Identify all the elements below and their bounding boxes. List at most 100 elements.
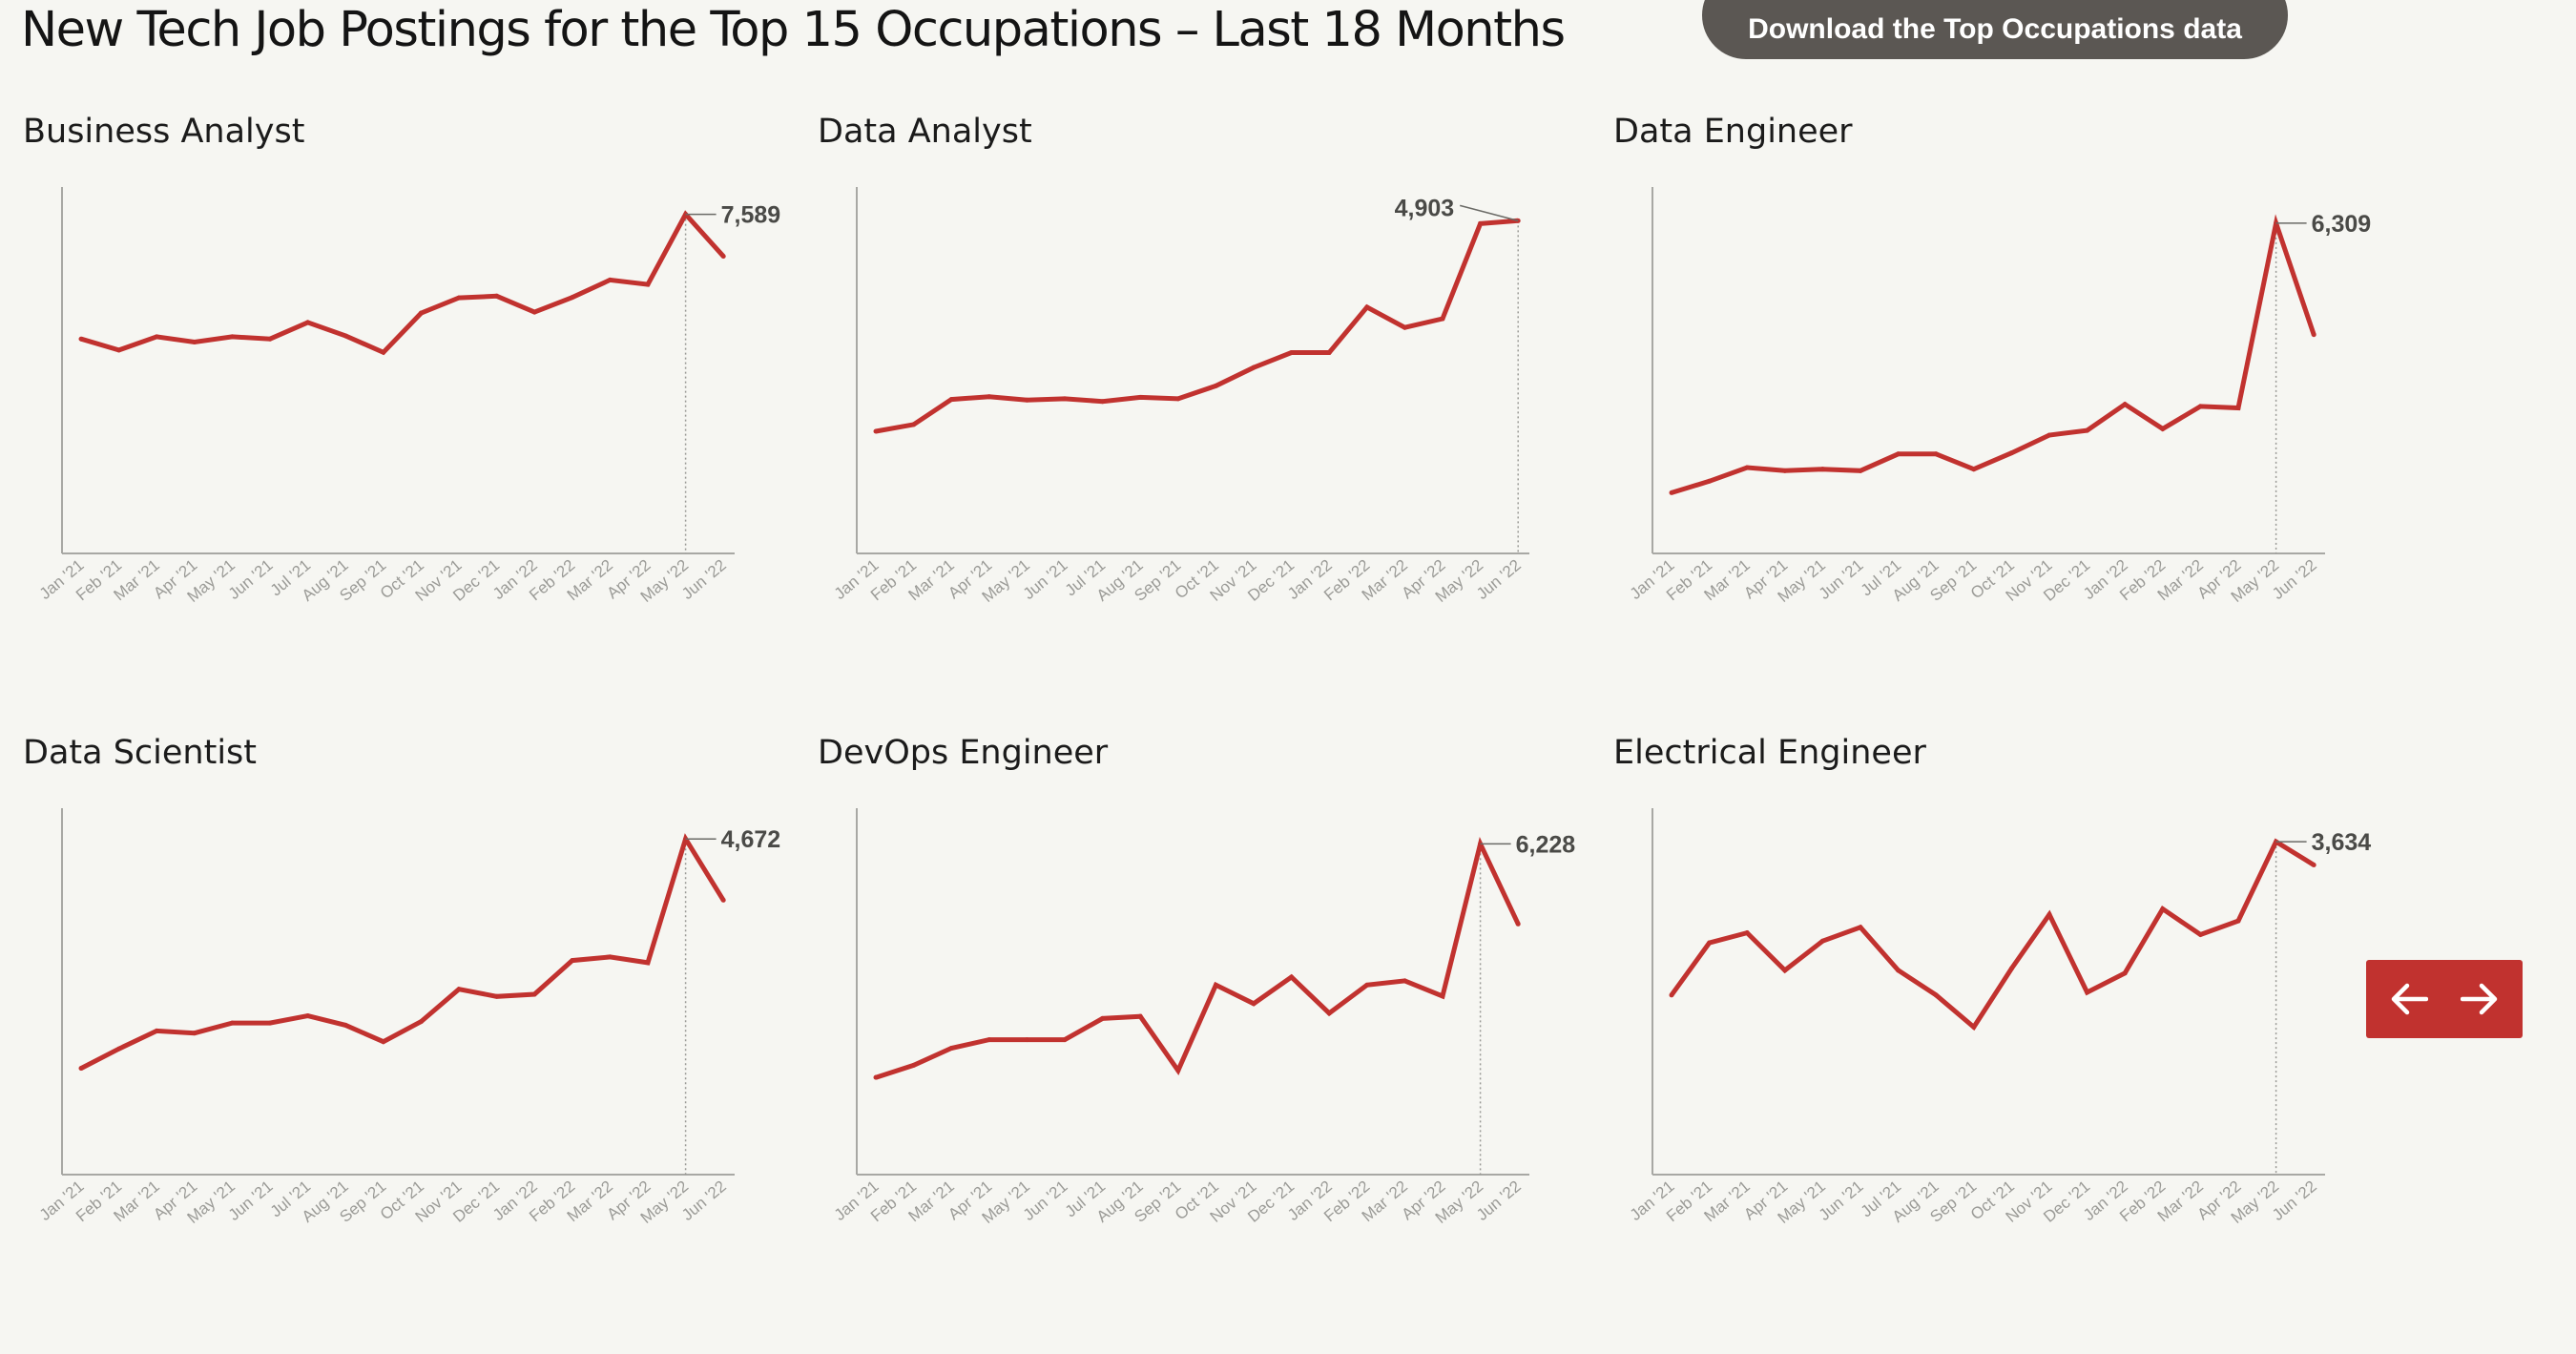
data-point	[78, 336, 84, 342]
data-point	[2008, 966, 2014, 971]
peak-value-label: 6,228	[1516, 831, 1576, 858]
carousel-pager	[2366, 960, 2523, 1038]
data-point	[1137, 1013, 1143, 1019]
data-point	[948, 397, 954, 403]
data-point	[1062, 396, 1068, 402]
data-point	[1896, 968, 1901, 973]
data-point	[720, 254, 726, 260]
data-point	[1858, 468, 1863, 473]
data-point	[78, 1066, 84, 1072]
data-point	[2008, 450, 2014, 456]
data-point	[1971, 467, 1977, 472]
series-line	[1669, 838, 2316, 1031]
chart-title: Data Analyst	[818, 113, 1032, 151]
data-point	[343, 333, 348, 339]
peak-value-label: 4,672	[721, 826, 781, 853]
data-point	[267, 1020, 273, 1026]
data-point	[1364, 982, 1370, 988]
chart-panel: Electrical Engineer Jan '21 Feb '21 Mar '21…	[1613, 734, 2377, 1354]
data-point	[305, 320, 311, 325]
data-point	[570, 958, 575, 964]
data-point	[645, 281, 651, 287]
data-point	[494, 293, 500, 299]
data-point	[987, 394, 992, 400]
data-point	[1440, 316, 1445, 322]
data-point	[343, 1022, 348, 1028]
data-point	[531, 991, 537, 997]
data-point	[381, 1039, 386, 1045]
data-point	[2311, 332, 2316, 338]
data-point	[1669, 992, 1674, 998]
data-point	[418, 1019, 424, 1025]
data-point	[2311, 863, 2316, 868]
data-point	[2235, 918, 2241, 924]
data-point	[1251, 365, 1257, 370]
data-point	[987, 1037, 992, 1043]
data-point	[381, 349, 386, 355]
data-point	[1213, 383, 1218, 388]
data-point	[1478, 220, 1484, 226]
data-point	[2085, 989, 2090, 995]
chart-title: Data Scientist	[23, 734, 257, 772]
data-point	[1744, 930, 1750, 936]
data-point	[2197, 931, 2203, 937]
data-point	[1024, 397, 1029, 403]
peak-value-label: 4,903	[1395, 195, 1455, 221]
data-point	[873, 1074, 879, 1080]
download-data-button[interactable]: Download the Top Occupations data	[1702, 0, 2288, 59]
next-button[interactable]	[2455, 974, 2504, 1024]
series-line	[875, 218, 1519, 434]
data-point	[1289, 350, 1295, 356]
data-point	[1707, 478, 1713, 484]
data-point	[1669, 490, 1674, 495]
chart-panel: Data Engineer Jan '21 Feb '21 Mar '21 Apr '2…	[1613, 113, 2377, 733]
peak-value-label: 6,309	[2312, 211, 2372, 238]
data-point	[1858, 925, 1863, 930]
data-point	[1971, 1024, 1977, 1030]
data-point	[1289, 974, 1295, 980]
peak-value-label: 3,634	[2312, 829, 2372, 856]
data-point	[1440, 993, 1445, 999]
data-point	[192, 1031, 197, 1036]
data-point	[1175, 396, 1181, 402]
chart-title: Data Engineer	[1613, 113, 1853, 151]
data-point	[1251, 1001, 1257, 1007]
data-point	[948, 1046, 954, 1052]
data-point	[116, 1046, 122, 1052]
page-title: New Tech Job Postings for the Top 15 Occ…	[21, 2, 1566, 58]
data-point	[911, 1062, 917, 1068]
data-point	[1326, 350, 1332, 356]
data-point	[2160, 426, 2166, 431]
data-point	[2046, 911, 2052, 917]
data-point	[2122, 402, 2128, 407]
data-point	[1933, 992, 1939, 998]
data-point	[305, 1013, 311, 1019]
data-point	[1326, 1010, 1332, 1016]
peak-value-label: 7,589	[721, 202, 781, 229]
previous-button[interactable]	[2384, 974, 2434, 1024]
data-point	[1402, 978, 1407, 984]
data-point	[154, 334, 159, 340]
data-point	[911, 422, 917, 427]
data-point	[154, 1028, 159, 1033]
data-point	[229, 1020, 235, 1026]
data-point	[1819, 938, 1825, 944]
data-point	[456, 987, 462, 992]
data-point	[1213, 982, 1218, 988]
data-point	[1402, 324, 1407, 330]
data-point	[1100, 1015, 1106, 1021]
data-point	[1819, 467, 1825, 472]
data-point	[1515, 921, 1521, 927]
chart-title: Business Analyst	[23, 113, 305, 151]
data-point	[570, 295, 575, 301]
chart-panel: Data Scientist Jan '21 Feb '21 Mar '21 Apr '…	[23, 734, 786, 1354]
data-point	[2197, 404, 2203, 409]
data-point	[2235, 405, 2241, 410]
data-point	[2085, 427, 2090, 433]
data-point	[192, 339, 197, 344]
